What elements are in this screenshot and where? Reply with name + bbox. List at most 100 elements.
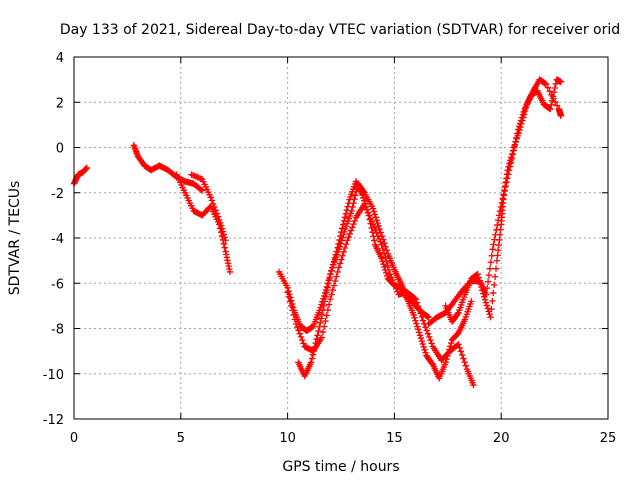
data-point xyxy=(480,293,488,301)
data-point xyxy=(427,336,434,344)
series-t1 xyxy=(70,164,91,187)
data-point xyxy=(294,324,301,331)
data-point xyxy=(221,244,228,251)
data-point xyxy=(456,344,463,352)
data-point xyxy=(462,362,470,369)
data-point xyxy=(445,349,452,356)
data-point xyxy=(352,192,359,199)
data-point xyxy=(507,157,514,164)
data-point xyxy=(197,186,205,193)
data-point xyxy=(319,306,327,314)
data-point xyxy=(479,287,486,294)
x-tick-label: 0 xyxy=(70,431,78,446)
data-point xyxy=(519,117,526,124)
data-point xyxy=(557,112,565,120)
data-point xyxy=(468,298,475,305)
data-point xyxy=(291,316,299,323)
data-point xyxy=(345,233,352,241)
data-point xyxy=(331,254,339,262)
data-point xyxy=(330,258,338,265)
data-point xyxy=(421,346,428,354)
data-point xyxy=(487,259,495,266)
data-point xyxy=(340,248,347,256)
data-point xyxy=(309,351,317,358)
data-point xyxy=(221,234,228,241)
data-point xyxy=(347,227,355,234)
data-point xyxy=(336,236,343,244)
data-point xyxy=(327,295,334,303)
data-point xyxy=(338,256,345,263)
data-point xyxy=(310,347,318,355)
data-point xyxy=(509,147,517,154)
data-point xyxy=(368,224,375,232)
data-point xyxy=(544,84,552,91)
data-point xyxy=(374,219,381,227)
data-point xyxy=(455,341,462,348)
data-point xyxy=(412,317,419,324)
data-point xyxy=(329,286,336,294)
data-point xyxy=(446,346,453,353)
data-point xyxy=(292,320,300,328)
x-tick-label: 25 xyxy=(600,431,617,446)
data-point xyxy=(363,206,371,213)
data-point xyxy=(411,294,418,302)
data-point xyxy=(508,150,516,158)
data-point xyxy=(444,352,451,360)
data-point xyxy=(370,233,377,240)
data-point xyxy=(212,207,219,214)
data-point xyxy=(416,306,423,313)
y-tick-label: 4 xyxy=(56,51,64,66)
data-point xyxy=(300,340,307,347)
data-point xyxy=(419,340,426,348)
data-point xyxy=(322,317,329,325)
data-point xyxy=(447,343,454,350)
data-point xyxy=(339,225,346,232)
data-point xyxy=(330,282,338,289)
data-point xyxy=(323,289,330,296)
data-point xyxy=(337,232,344,240)
data-point xyxy=(382,254,389,261)
data-point xyxy=(376,225,383,233)
data-point xyxy=(415,302,422,310)
data-point xyxy=(312,339,319,347)
data-point xyxy=(371,211,379,218)
data-point xyxy=(318,311,326,318)
data-point xyxy=(335,264,343,271)
data-point xyxy=(339,221,347,228)
data-point xyxy=(488,305,495,313)
data-point xyxy=(488,252,495,259)
data-point xyxy=(383,272,391,280)
data-point xyxy=(513,135,520,142)
data-point xyxy=(343,207,350,214)
data-point xyxy=(478,283,485,291)
data-point xyxy=(475,274,482,281)
data-point xyxy=(415,329,423,336)
data-points xyxy=(70,76,565,389)
data-point xyxy=(216,219,224,227)
y-tick-label: -6 xyxy=(51,277,64,292)
data-point xyxy=(490,289,497,297)
data-point xyxy=(492,265,500,272)
data-point xyxy=(511,141,519,148)
data-point xyxy=(220,231,228,238)
data-point xyxy=(458,351,466,359)
y-tick-label: -4 xyxy=(51,232,64,247)
x-tick-label: 20 xyxy=(493,431,510,446)
data-point xyxy=(504,166,511,174)
data-point xyxy=(371,237,378,244)
data-point xyxy=(315,327,322,335)
series-t9 xyxy=(442,76,565,325)
data-point xyxy=(328,264,336,271)
data-point xyxy=(418,313,426,321)
data-point xyxy=(428,360,436,367)
data-point xyxy=(422,324,429,331)
data-point xyxy=(369,228,376,236)
data-point xyxy=(491,273,499,280)
data-point xyxy=(219,228,227,235)
data-point xyxy=(553,102,561,109)
data-point xyxy=(296,330,304,337)
data-point xyxy=(335,240,342,248)
data-point xyxy=(377,238,384,246)
data-point xyxy=(520,111,528,118)
data-point xyxy=(378,255,385,262)
